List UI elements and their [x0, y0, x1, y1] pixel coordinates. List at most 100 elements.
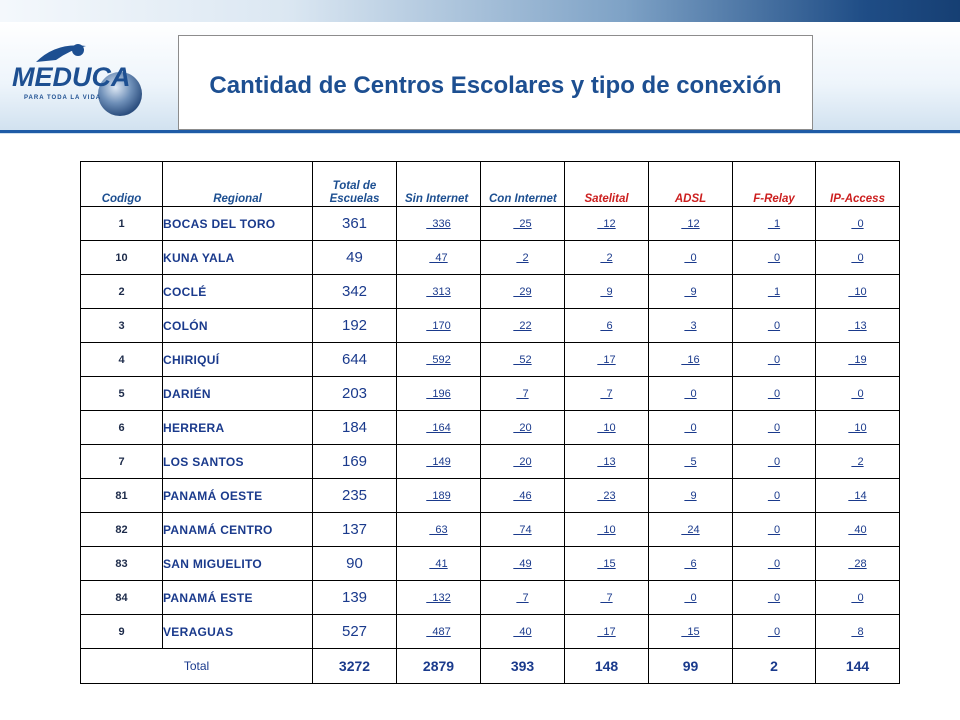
link-frelay[interactable]: 0	[767, 421, 781, 434]
link-adsl[interactable]: 0	[684, 421, 697, 434]
link-frelay[interactable]: 0	[767, 251, 781, 264]
link-satelital[interactable]: 23	[597, 489, 616, 502]
cell-codigo: 6	[80, 410, 163, 445]
link-con[interactable]: 20	[513, 455, 532, 468]
link-adsl[interactable]: 5	[684, 455, 697, 468]
link-adsl[interactable]: 16	[681, 353, 700, 366]
link-con[interactable]: 25	[513, 217, 532, 230]
link-frelay[interactable]: 0	[767, 489, 781, 502]
link-ipaccess[interactable]: 8	[851, 625, 864, 638]
link-satelital[interactable]: 10	[597, 421, 616, 434]
link-con[interactable]: 7	[516, 387, 529, 400]
link-sin[interactable]: 164	[426, 421, 451, 434]
cell-satelital: 10	[564, 512, 649, 547]
link-sin[interactable]: 63	[429, 523, 448, 536]
link-ipaccess[interactable]: 0	[851, 387, 864, 400]
link-adsl[interactable]: 0	[684, 251, 697, 264]
cell-adsl: 15	[648, 614, 733, 649]
cell-frelay: 0	[732, 614, 816, 649]
cell-regional: SAN MIGUELITO	[162, 546, 313, 581]
link-satelital[interactable]: 12	[597, 217, 616, 230]
link-ipaccess[interactable]: 14	[848, 489, 867, 502]
link-frelay[interactable]: 0	[767, 591, 781, 604]
link-adsl[interactable]: 9	[684, 285, 697, 298]
link-con[interactable]: 49	[513, 557, 532, 570]
cell-codigo: 9	[80, 614, 163, 649]
link-satelital[interactable]: 13	[597, 455, 616, 468]
total-adsl: 99	[648, 648, 733, 684]
link-frelay[interactable]: 0	[767, 523, 781, 536]
link-sin[interactable]: 313	[426, 285, 451, 298]
link-con[interactable]: 40	[513, 625, 532, 638]
link-frelay[interactable]: 1	[767, 217, 781, 230]
link-ipaccess[interactable]: 10	[848, 421, 867, 434]
link-adsl[interactable]: 0	[684, 591, 697, 604]
link-ipaccess[interactable]: 0	[851, 251, 864, 264]
cell-frelay: 0	[732, 546, 816, 581]
link-ipaccess[interactable]: 13	[848, 319, 867, 332]
link-satelital[interactable]: 2	[600, 251, 613, 264]
link-frelay[interactable]: 0	[767, 557, 781, 570]
link-frelay[interactable]: 0	[767, 625, 781, 638]
link-frelay[interactable]: 1	[767, 285, 781, 298]
link-ipaccess[interactable]: 0	[851, 591, 864, 604]
link-con[interactable]: 22	[513, 319, 532, 332]
link-sin[interactable]: 47	[429, 251, 448, 264]
cell-adsl: 3	[648, 308, 733, 343]
link-con[interactable]: 52	[513, 353, 532, 366]
cell-sin: 47	[396, 240, 481, 275]
cell-con: 20	[480, 410, 565, 445]
cell-sin: 189	[396, 478, 481, 513]
link-frelay[interactable]: 0	[767, 319, 781, 332]
link-adsl[interactable]: 24	[681, 523, 700, 536]
link-frelay[interactable]: 0	[767, 353, 781, 366]
header-frelay: F-Relay	[732, 161, 816, 207]
link-frelay[interactable]: 0	[767, 455, 781, 468]
link-satelital[interactable]: 10	[597, 523, 616, 536]
link-satelital[interactable]: 7	[600, 387, 613, 400]
cell-total-escuelas: 361	[312, 206, 397, 241]
link-ipaccess[interactable]: 0	[851, 217, 864, 230]
link-adsl[interactable]: 3	[684, 319, 697, 332]
link-sin[interactable]: 41	[429, 557, 448, 570]
cell-con: 52	[480, 342, 565, 377]
link-ipaccess[interactable]: 19	[848, 353, 867, 366]
link-sin[interactable]: 170	[426, 319, 451, 332]
cell-ipaccess: 8	[815, 614, 900, 649]
link-adsl[interactable]: 9	[684, 489, 697, 502]
link-con[interactable]: 20	[513, 421, 532, 434]
cell-codigo: 81	[80, 478, 163, 513]
link-ipaccess[interactable]: 28	[848, 557, 867, 570]
header-ipaccess: IP-Access	[815, 161, 900, 207]
link-con[interactable]: 2	[516, 251, 529, 264]
link-adsl[interactable]: 15	[681, 625, 700, 638]
link-sin[interactable]: 336	[426, 217, 451, 230]
link-sin[interactable]: 487	[426, 625, 451, 638]
link-sin[interactable]: 149	[426, 455, 451, 468]
link-adsl[interactable]: 6	[684, 557, 697, 570]
link-adsl[interactable]: 0	[684, 387, 697, 400]
link-ipaccess[interactable]: 10	[848, 285, 867, 298]
link-satelital[interactable]: 7	[600, 591, 613, 604]
link-ipaccess[interactable]: 2	[851, 455, 864, 468]
cell-total-escuelas: 169	[312, 444, 397, 479]
header-divider	[0, 130, 960, 133]
link-adsl[interactable]: 12	[681, 217, 700, 230]
link-frelay[interactable]: 0	[767, 387, 781, 400]
link-con[interactable]: 46	[513, 489, 532, 502]
link-sin[interactable]: 132	[426, 591, 451, 604]
link-satelital[interactable]: 9	[600, 285, 613, 298]
link-con[interactable]: 74	[513, 523, 532, 536]
cell-regional: VERAGUAS	[162, 614, 313, 649]
link-sin[interactable]: 196	[426, 387, 451, 400]
link-sin[interactable]: 592	[426, 353, 451, 366]
link-con[interactable]: 7	[516, 591, 529, 604]
link-sin[interactable]: 189	[426, 489, 451, 502]
link-satelital[interactable]: 17	[597, 353, 616, 366]
link-con[interactable]: 29	[513, 285, 532, 298]
link-satelital[interactable]: 17	[597, 625, 616, 638]
link-satelital[interactable]: 15	[597, 557, 616, 570]
link-satelital[interactable]: 6	[600, 319, 613, 332]
cell-codigo: 10	[80, 240, 163, 275]
link-ipaccess[interactable]: 40	[848, 523, 867, 536]
